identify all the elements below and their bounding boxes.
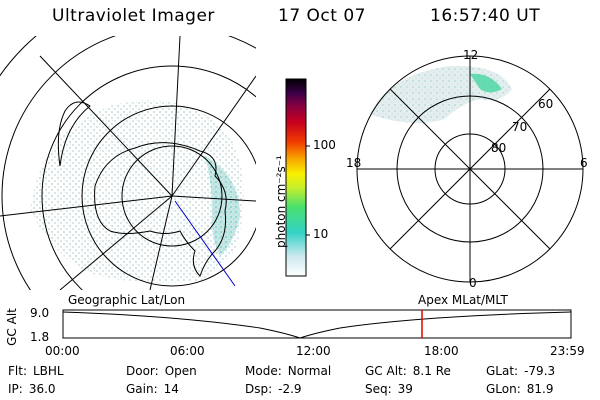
door-value: Open — [164, 364, 197, 378]
mlt-label-12: 12 — [463, 48, 479, 62]
magnetic-polar-plot — [340, 44, 600, 294]
footer-ip: IP: 36.0 — [8, 382, 56, 396]
footer-gc-alt: GC Alt: 8.1 Re — [365, 364, 451, 378]
geographic-map-panel — [0, 36, 256, 290]
timeline-x-tick-3: 18:00 — [424, 344, 459, 358]
dsp-label: Dsp: — [245, 382, 273, 396]
time-label: 16:57:40 UT — [430, 6, 541, 26]
colorbar-panel — [264, 78, 314, 278]
seq-label: Seq: — [365, 382, 392, 396]
timeline-x-tick-2: 12:00 — [296, 344, 331, 358]
footer-glat: GLat: -79.3 — [486, 364, 555, 378]
door-label: Door: — [126, 364, 159, 378]
timeline-y-tick-top: 9.0 — [30, 306, 50, 320]
gain-label: Gain: — [126, 382, 158, 396]
continent-outline — [94, 142, 227, 277]
timeline-y-axis-label: GC Alt — [5, 308, 19, 346]
footer-gain: Gain: 14 — [126, 382, 179, 396]
glon-value: 81.9 — [526, 382, 554, 396]
polar-plot-svg — [356, 55, 584, 283]
gc-alt-label: GC Alt: — [365, 364, 407, 378]
instrument-title: Ultraviolet Imager — [52, 6, 215, 26]
geographic-map — [0, 36, 256, 290]
footer-dsp: Dsp: -2.9 — [245, 382, 302, 396]
meridian-lines — [0, 36, 256, 290]
timeline-x-tick-1: 06:00 — [170, 344, 205, 358]
timeline-x-tick-0: 00:00 — [45, 344, 80, 358]
glat-value: -79.3 — [524, 364, 556, 378]
mlat-label-70: 70 — [512, 120, 528, 134]
mlt-label-0: 0 — [469, 276, 477, 290]
footer-glon: GLon: 81.9 — [486, 382, 553, 396]
colorbar — [285, 78, 310, 277]
mlt-label-6: 6 — [580, 156, 588, 170]
footer-filter: Flt: LBHL — [8, 364, 64, 378]
aurora-emission-region — [30, 100, 244, 283]
mlat-label-80: 80 — [491, 141, 507, 155]
seq-value: 39 — [397, 382, 413, 396]
footer-door: Door: Open — [126, 364, 197, 378]
timeline-frame — [62, 309, 572, 339]
ip-label: IP: — [8, 382, 23, 396]
filter-label: Flt: — [8, 364, 27, 378]
mlt-label-18: 18 — [346, 156, 362, 170]
glon-label: GLon: — [486, 382, 521, 396]
polar-grid-lines — [357, 56, 583, 282]
polar-aurora-bright — [470, 73, 502, 93]
altitude-curve — [62, 311, 572, 339]
timeline-y-tick-bottom: 1.8 — [30, 330, 50, 344]
gc-alt-value: 8.1 Re — [412, 364, 451, 378]
coast-outline — [57, 101, 91, 167]
colorbar-tick-10: 10 — [313, 227, 329, 241]
mlat-label-60: 60 — [538, 97, 554, 111]
mode-value: Normal — [287, 364, 332, 378]
colorbar-tick-100: 100 — [313, 138, 336, 152]
gain-value: 14 — [163, 382, 179, 396]
date-label: 17 Oct 07 — [278, 6, 366, 26]
colorbar-unit-label: photon cm⁻²s⁻¹ — [274, 155, 288, 248]
footer-seq: Seq: 39 — [365, 382, 413, 396]
colorbar-gradient — [285, 78, 307, 277]
altitude-timeline — [60, 308, 575, 340]
filter-value: LBHL — [32, 364, 64, 378]
aurora-bright-region — [205, 156, 240, 256]
timeline-left-label: Geographic Lat/Lon — [68, 293, 186, 307]
mode-label: Mode: — [245, 364, 282, 378]
colorbar-tick-marks — [306, 145, 310, 236]
timeline-svg — [62, 309, 572, 339]
ip-value: 36.0 — [28, 382, 56, 396]
latitude-circles — [0, 36, 256, 290]
timeline-right-label: Apex MLat/MLT — [418, 293, 508, 307]
footer-mode: Mode: Normal — [245, 364, 331, 378]
glat-label: GLat: — [486, 364, 519, 378]
timeline-x-tick-4: 23:59 — [550, 344, 585, 358]
dsp-value: -2.9 — [278, 382, 302, 396]
polar-aurora-emission — [370, 65, 512, 123]
satellite-track — [174, 200, 236, 287]
